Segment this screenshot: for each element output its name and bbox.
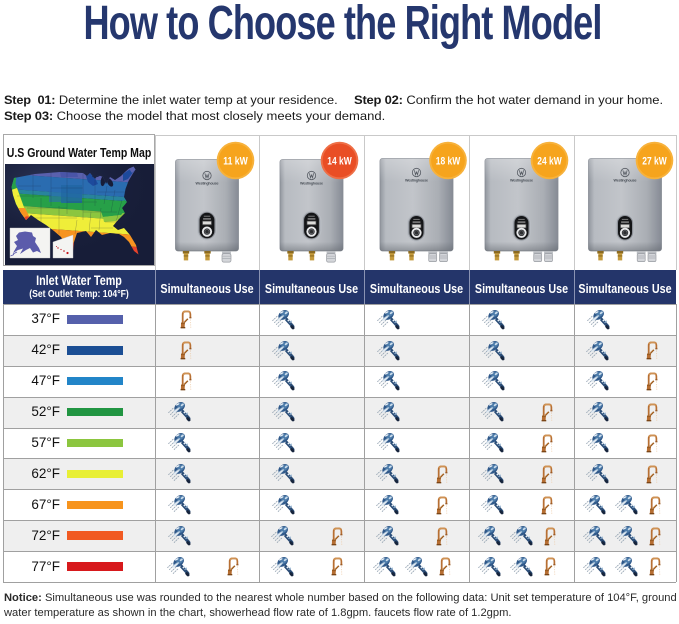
svg-text:Westinghouse: Westinghouse: [614, 179, 637, 183]
svg-text:18 kW: 18 kW: [436, 155, 461, 167]
svg-text:14 kW: 14 kW: [327, 155, 352, 167]
svg-text:Westinghouse: Westinghouse: [300, 182, 323, 186]
svg-text:Westinghouse: Westinghouse: [196, 182, 219, 186]
svg-text:27 kW: 27 kW: [642, 155, 667, 167]
svg-text:Westinghouse: Westinghouse: [510, 179, 533, 183]
svg-text:Westinghouse: Westinghouse: [405, 179, 428, 183]
svg-text:24 kW: 24 kW: [537, 155, 562, 167]
svg-text:11 kW: 11 kW: [223, 155, 248, 167]
